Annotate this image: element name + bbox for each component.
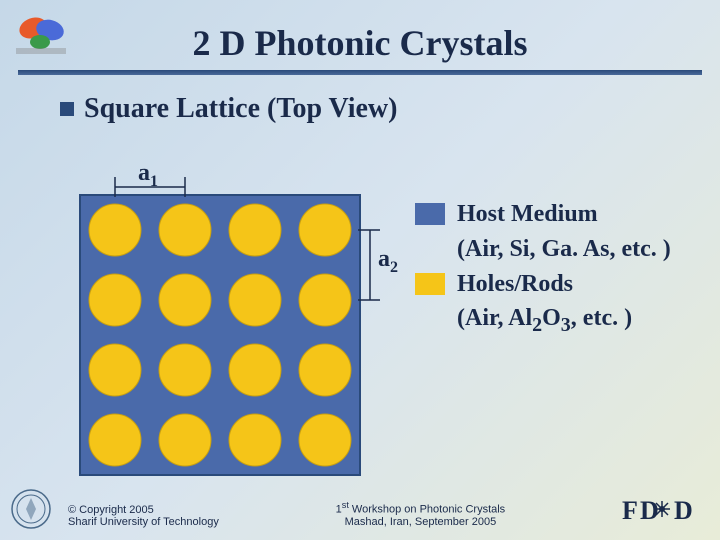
footer: © Copyright 2005 Sharif University of Te…	[0, 495, 720, 528]
rod-label: Holes/Rods	[457, 270, 573, 299]
a1-label: a1	[138, 160, 158, 191]
svg-text:D: D	[640, 496, 659, 525]
legend-rod-examples: (Air, Al2O3, etc. )	[457, 304, 705, 337]
footer-right: F D D	[622, 495, 702, 528]
svg-text:D: D	[674, 496, 693, 525]
lattice-svg	[80, 195, 360, 475]
rod-swatch	[415, 273, 445, 295]
bullet-icon	[60, 102, 74, 116]
subtitle: Square Lattice (Top View)	[84, 93, 397, 125]
legend-rod-row: Holes/Rods	[415, 270, 705, 299]
host-label: Host Medium	[457, 200, 598, 229]
footer-center: 1st Workshop on Photonic Crystals Mashad…	[336, 500, 506, 528]
lattice-diagram	[80, 195, 360, 475]
slide-content: 2 D Photonic Crystals Square Lattice (To…	[0, 0, 720, 540]
a2-label: a2	[378, 246, 398, 277]
page-title: 2 D Photonic Crystals	[0, 0, 720, 64]
butterfly-logo-icon	[8, 8, 78, 58]
legend-host-row: Host Medium	[415, 200, 705, 229]
legend: Host Medium (Air, Si, Ga. As, etc. ) Hol…	[415, 200, 705, 343]
footer-left: © Copyright 2005 Sharif University of Te…	[68, 504, 219, 528]
fdtd-logo-icon: F D D	[622, 495, 702, 525]
subtitle-row: Square Lattice (Top View)	[60, 93, 720, 125]
host-swatch	[415, 203, 445, 225]
svg-text:F: F	[622, 496, 638, 525]
title-underline	[18, 70, 702, 75]
legend-host-examples: (Air, Si, Ga. As, etc. )	[457, 235, 705, 264]
